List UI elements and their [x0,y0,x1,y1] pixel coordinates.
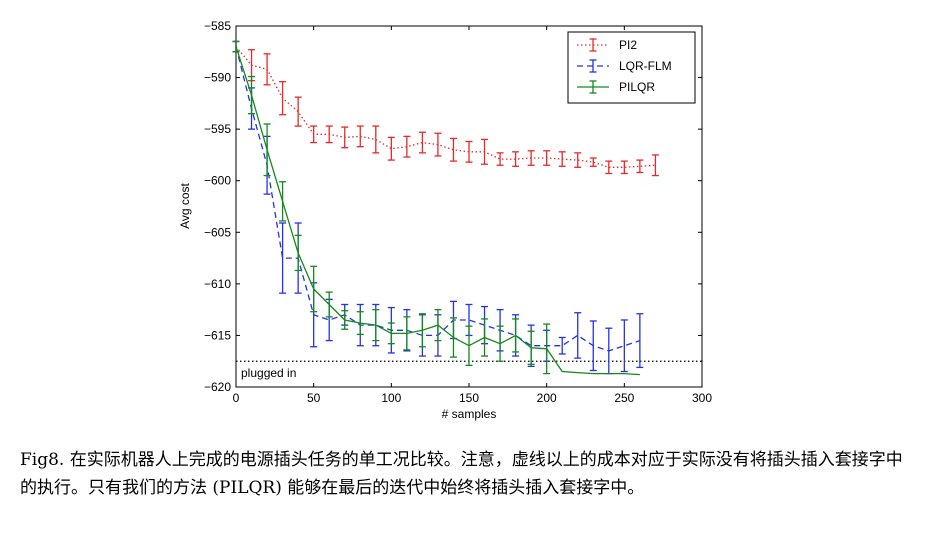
y-tick-label: −605 [204,225,231,239]
plugged-in-label: plugged in [241,366,296,380]
legend-label: LQR-FLM [619,59,672,73]
y-tick-label: −590 [204,71,231,85]
y-tick-label: −615 [204,328,231,342]
legend-box [567,31,696,104]
x-axis-label: # samples [442,407,497,421]
y-tick-label: −610 [204,277,231,291]
legend: PI2 LQR-FLM PILQR [567,31,696,104]
series-pilqr [232,40,640,376]
y-tick-label: −585 [204,19,231,33]
x-tick-label: 250 [614,391,634,405]
x-tick-label: 0 [233,391,240,405]
series-pi2 [232,40,659,177]
x-tick-label: 50 [307,391,321,405]
series-line [235,46,640,376]
y-axis-label: Avg cost [178,182,192,228]
legend-label: PILQR [619,80,655,94]
y-tick-label: −600 [204,174,231,188]
chart: plugged in 0 50 100 150 200 250 300 −585 −590 −59… [178,19,712,421]
legend-label: PI2 [619,38,637,52]
y-tick-label: −595 [204,122,231,136]
figure-caption: Fig8. 在实际机器人上完成的电源插头任务的单工况比较。注意，虚线以上的成本对… [20,450,903,498]
y-tick-label: −620 [204,380,231,394]
x-tick-label: 100 [381,391,401,405]
x-tick-label: 150 [459,391,479,405]
x-tick-label: 200 [537,391,557,405]
x-tick-label: 300 [692,391,712,405]
